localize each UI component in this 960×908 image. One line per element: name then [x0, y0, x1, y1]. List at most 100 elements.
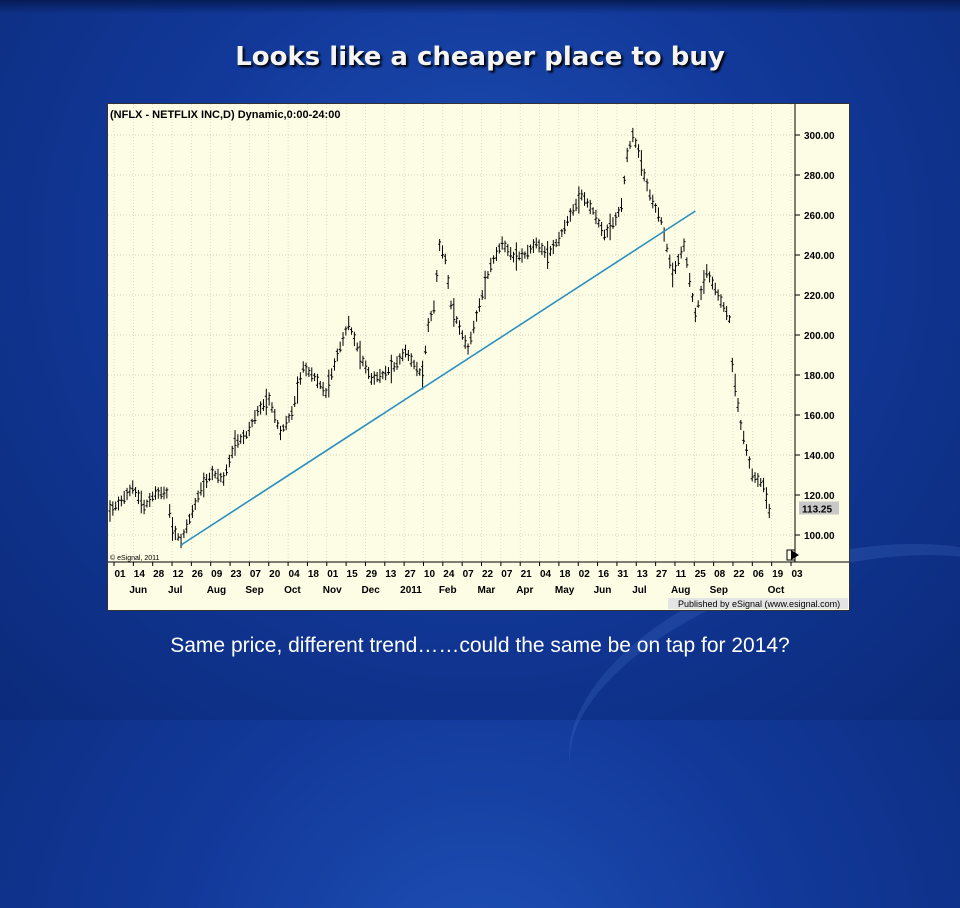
- ohlc-bar: [256, 405, 260, 417]
- ohlc-bar: [605, 224, 609, 238]
- x-day-label: 26: [192, 569, 204, 580]
- ohlc-bar: [270, 402, 274, 413]
- ohlc-bar: [540, 242, 544, 256]
- ohlc-bar: [759, 477, 763, 488]
- ohlc-bar: [128, 484, 132, 497]
- x-day-label: 18: [559, 569, 571, 580]
- ohlc-bar: [148, 492, 152, 508]
- x-day-label: 29: [366, 569, 378, 580]
- ohlc-bar: [122, 491, 126, 504]
- ohlc-bar: [452, 298, 456, 327]
- ohlc-bar: [236, 434, 240, 448]
- ohlc-bar: [568, 208, 572, 222]
- x-month-label: Oct: [768, 585, 785, 596]
- chart-header: (NFLX - NETFLIX INC,D) Dynamic,0:00-24:0…: [110, 109, 340, 121]
- ohlc-bar: [486, 271, 490, 279]
- ohlc-bar: [227, 454, 231, 468]
- x-day-label: 14: [134, 569, 146, 580]
- ohlc-bar: [443, 253, 447, 265]
- ohlc-bar: [671, 262, 675, 288]
- scroll-arrow-icon[interactable]: [786, 549, 799, 561]
- ohlc-bar: [378, 368, 382, 384]
- x-day-label: 27: [656, 569, 668, 580]
- ohlc-bar: [409, 353, 413, 367]
- publisher-text: Published by eSignal (www.esignal.com): [678, 599, 840, 609]
- ohlc-bar: [193, 497, 197, 511]
- ohlc-bar: [440, 245, 444, 259]
- ohlc-bar: [722, 302, 726, 312]
- price-chart: 100.00 120.00 140.00 160.00 180.00 200.00 220.…: [108, 104, 849, 610]
- ohlc-bar: [296, 376, 300, 404]
- x-month-label: Jul: [168, 585, 183, 596]
- x-month-label: Oct: [284, 585, 301, 596]
- ohlc-bar: [134, 486, 138, 498]
- ohlc-bar: [196, 490, 200, 503]
- x-day-label: 19: [772, 569, 784, 580]
- ohlc-bar: [276, 420, 280, 429]
- ohlc-bar: [239, 434, 243, 444]
- ohlc-bar: [173, 525, 177, 541]
- chart-panel: 100.00 120.00 140.00 160.00 180.00 200.00 220.…: [107, 103, 850, 611]
- ohlc-bar: [628, 141, 632, 149]
- x-month-label: Sep: [245, 585, 263, 596]
- ohlc-bar: [455, 316, 459, 324]
- ohlc-bar: [327, 369, 331, 398]
- ohlc-bar: [602, 229, 606, 241]
- ohlc-bar: [372, 371, 376, 385]
- ohlc-bar: [597, 218, 601, 228]
- x-day-label: 24: [443, 569, 455, 580]
- last-price-label: 113.25: [802, 505, 832, 516]
- ohlc-bar: [566, 216, 570, 226]
- ohlc-bar: [389, 354, 393, 384]
- x-day-label: 23: [230, 569, 242, 580]
- ohlc-bar: [350, 327, 354, 335]
- ohlc-bar: [435, 270, 439, 282]
- ohlc-bar: [432, 300, 436, 314]
- y-tick-label: 300.00: [804, 131, 835, 142]
- ohlc-bar: [438, 239, 442, 251]
- x-day-label: 07: [501, 569, 513, 580]
- ohlc-bar: [352, 331, 356, 347]
- x-day-label: 03: [791, 569, 803, 580]
- x-day-label: 09: [211, 569, 223, 580]
- y-tick-label: 160.00: [804, 411, 835, 422]
- ohlc-bar: [313, 372, 317, 382]
- ohlc-bar: [250, 418, 254, 428]
- ohlc-bar: [125, 487, 129, 501]
- ohlc-bar: [520, 248, 524, 263]
- ohlc-bar: [338, 341, 342, 353]
- x-day-label: 10: [424, 569, 436, 580]
- ohlc-bar: [767, 503, 771, 519]
- ohlc-bar: [225, 464, 229, 476]
- ohlc-bar: [693, 307, 697, 323]
- ohlc-bar: [273, 409, 277, 423]
- x-month-label: Feb: [439, 585, 457, 596]
- x-day-label: 22: [482, 569, 494, 580]
- x-day-label: 27: [405, 569, 417, 580]
- ohlc-bar: [460, 330, 464, 340]
- ohlc-bar: [620, 197, 623, 213]
- x-day-label: 07: [250, 569, 262, 580]
- ohlc-bar: [423, 345, 427, 355]
- ohlc-bar: [747, 456, 751, 469]
- ohlc-bar: [764, 487, 768, 509]
- ohlc-bar: [702, 270, 706, 294]
- x-day-label: 13: [637, 569, 649, 580]
- x-day-label: 12: [172, 569, 184, 580]
- ohlc-bar: [537, 239, 541, 253]
- ohlc-bar: [625, 147, 629, 163]
- ohlc-bar: [591, 207, 595, 215]
- ohlc-bar: [210, 465, 214, 481]
- ohlc-bar: [529, 244, 533, 254]
- last-price-box: [799, 501, 839, 515]
- y-tick-label: 140.00: [804, 451, 835, 462]
- ohlc-bar: [688, 273, 692, 287]
- ohlc-bar: [159, 486, 163, 500]
- ohlc-bar: [756, 473, 760, 487]
- ohlc-bar: [182, 529, 186, 539]
- ohlc-bar: [551, 239, 555, 255]
- ohlc-bar: [622, 175, 626, 185]
- ohlc-bar: [509, 246, 513, 261]
- ohlc-bar: [517, 251, 521, 261]
- ohlc-bar: [247, 421, 251, 437]
